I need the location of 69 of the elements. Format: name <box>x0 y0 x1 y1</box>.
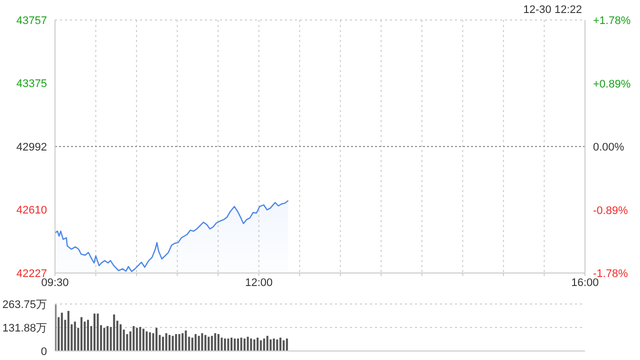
bar <box>256 338 259 351</box>
bar <box>67 310 70 351</box>
bar <box>217 334 220 351</box>
bar <box>276 339 278 351</box>
y-tick-label: 42992 <box>16 142 47 154</box>
bar <box>74 322 76 351</box>
y-tick-label: 43375 <box>16 78 47 90</box>
y-tick-label: 0 <box>40 346 47 358</box>
bar <box>148 332 151 351</box>
bar <box>227 338 230 351</box>
bar <box>106 326 109 351</box>
bar <box>282 340 285 351</box>
bar <box>168 334 171 351</box>
chart-subtitle: 12-30 12:22 <box>523 4 582 16</box>
bar <box>178 334 180 351</box>
bar <box>198 336 200 351</box>
bar <box>253 339 256 351</box>
y2-tick-label: +1.78% <box>593 15 631 27</box>
bar <box>266 336 268 351</box>
bar <box>155 328 158 351</box>
bar <box>172 336 174 351</box>
bar <box>194 334 197 351</box>
bar <box>113 314 116 351</box>
bar <box>214 333 216 351</box>
bar <box>230 338 232 351</box>
bar <box>240 338 242 351</box>
bar <box>96 314 99 351</box>
bar <box>246 336 249 351</box>
bar <box>142 328 144 351</box>
bar <box>234 338 236 351</box>
bar <box>237 338 240 351</box>
bar <box>139 326 142 351</box>
bar <box>184 330 187 351</box>
bar <box>136 328 138 351</box>
bar <box>204 334 206 351</box>
y2-tick-label: 0.00% <box>593 142 624 154</box>
bar <box>208 336 210 351</box>
bar <box>224 338 226 351</box>
bar <box>286 338 288 351</box>
bar <box>86 320 89 351</box>
x-tick-label: 12:00 <box>245 276 273 289</box>
bar <box>182 333 184 351</box>
bar <box>162 336 164 351</box>
bar <box>191 338 194 351</box>
bar <box>210 336 213 351</box>
bar <box>270 339 272 351</box>
bar <box>146 331 148 351</box>
bar <box>272 338 275 351</box>
y2-tick-label: +0.89% <box>593 78 631 90</box>
y-tick-label: 131.88万 <box>2 322 47 334</box>
y2-tick-label: -0.89% <box>593 204 628 217</box>
bar <box>165 333 168 351</box>
bar <box>94 314 96 351</box>
bar <box>175 334 178 351</box>
bar <box>263 338 266 351</box>
y-tick-label: 42610 <box>16 204 47 217</box>
bar <box>244 338 246 351</box>
bar <box>201 333 204 351</box>
bar <box>60 312 63 351</box>
bar <box>279 338 282 351</box>
y-tick-label: 43757 <box>16 15 47 27</box>
y-tick-label: 263.75万 <box>2 299 47 311</box>
bar <box>132 326 135 351</box>
bar <box>250 338 252 351</box>
bar <box>260 340 262 351</box>
bar <box>80 317 82 351</box>
bar <box>220 338 223 351</box>
bar <box>120 324 122 351</box>
bar <box>103 328 106 351</box>
